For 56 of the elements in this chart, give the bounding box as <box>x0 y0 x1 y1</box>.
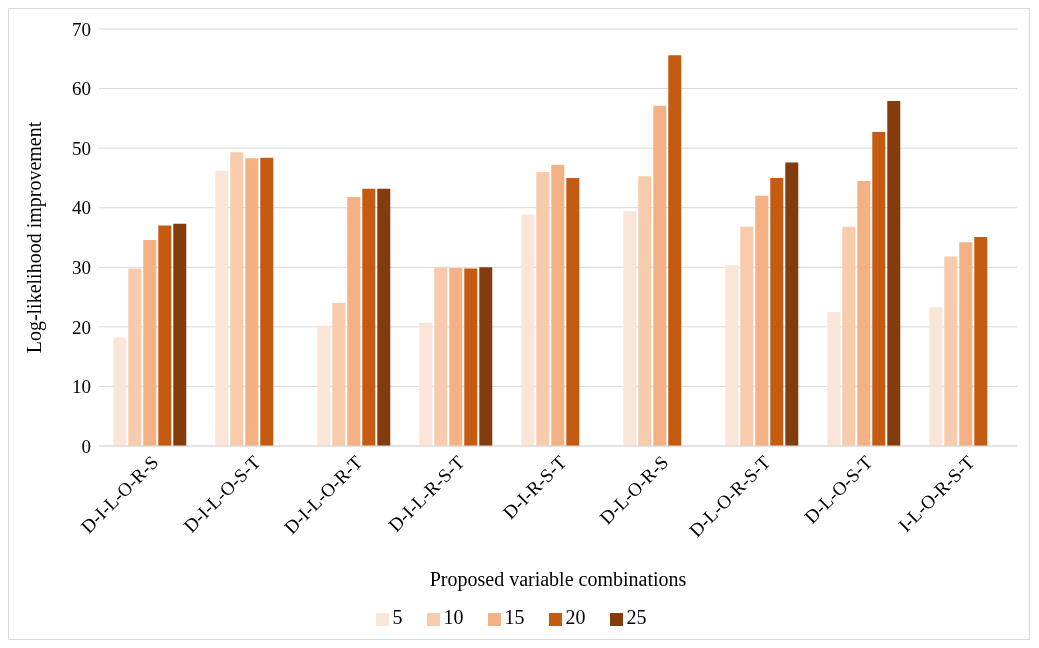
bar <box>551 164 565 446</box>
bar <box>959 242 973 446</box>
bar <box>944 256 958 446</box>
bar <box>332 303 346 446</box>
bar <box>245 158 259 446</box>
bar <box>317 325 331 446</box>
bar <box>479 267 493 446</box>
x-axis-title: Proposed variable combinations <box>429 568 687 591</box>
bar <box>128 268 142 446</box>
legend-label: 20 <box>565 606 586 628</box>
bar <box>566 177 580 446</box>
legend-label: 25 <box>626 606 647 628</box>
bar <box>887 101 901 446</box>
bar <box>260 157 274 446</box>
y-axis-title: Log-likelihood improvement <box>23 121 47 354</box>
bar <box>668 55 682 446</box>
bar <box>974 236 988 446</box>
bar <box>113 337 127 446</box>
bar <box>755 195 769 446</box>
bar <box>173 223 187 446</box>
legend-label: 15 <box>504 606 525 628</box>
bar <box>464 268 478 446</box>
bar <box>785 162 799 446</box>
bar <box>872 132 886 446</box>
y-tick-label: 70 <box>72 18 91 40</box>
bar <box>842 226 856 446</box>
bar <box>377 188 391 446</box>
y-tick-label: 60 <box>72 78 91 100</box>
bar <box>770 177 784 446</box>
bar <box>434 267 448 446</box>
bar <box>158 225 172 446</box>
bar <box>419 322 433 446</box>
bar <box>929 307 943 446</box>
legend-label: 10 <box>443 606 464 628</box>
bar <box>653 105 667 446</box>
bar <box>827 311 841 446</box>
legend-label: 5 <box>392 606 403 628</box>
y-tick-label: 0 <box>81 435 91 457</box>
y-tick-label: 30 <box>72 257 91 279</box>
y-tick-label: 20 <box>72 316 91 338</box>
bar <box>347 196 361 446</box>
y-tick-label: 10 <box>72 376 91 398</box>
bar <box>725 264 739 446</box>
bar <box>740 226 754 446</box>
bar <box>638 176 652 446</box>
y-tick-label: 50 <box>72 137 91 159</box>
bar <box>362 188 376 446</box>
bar <box>623 211 637 446</box>
bar <box>143 239 157 446</box>
bar <box>449 267 463 446</box>
bar <box>857 180 871 446</box>
bar <box>536 171 550 446</box>
bar <box>215 170 229 446</box>
bar <box>230 152 244 446</box>
y-tick-label: 40 <box>72 197 91 219</box>
bar <box>521 214 535 446</box>
